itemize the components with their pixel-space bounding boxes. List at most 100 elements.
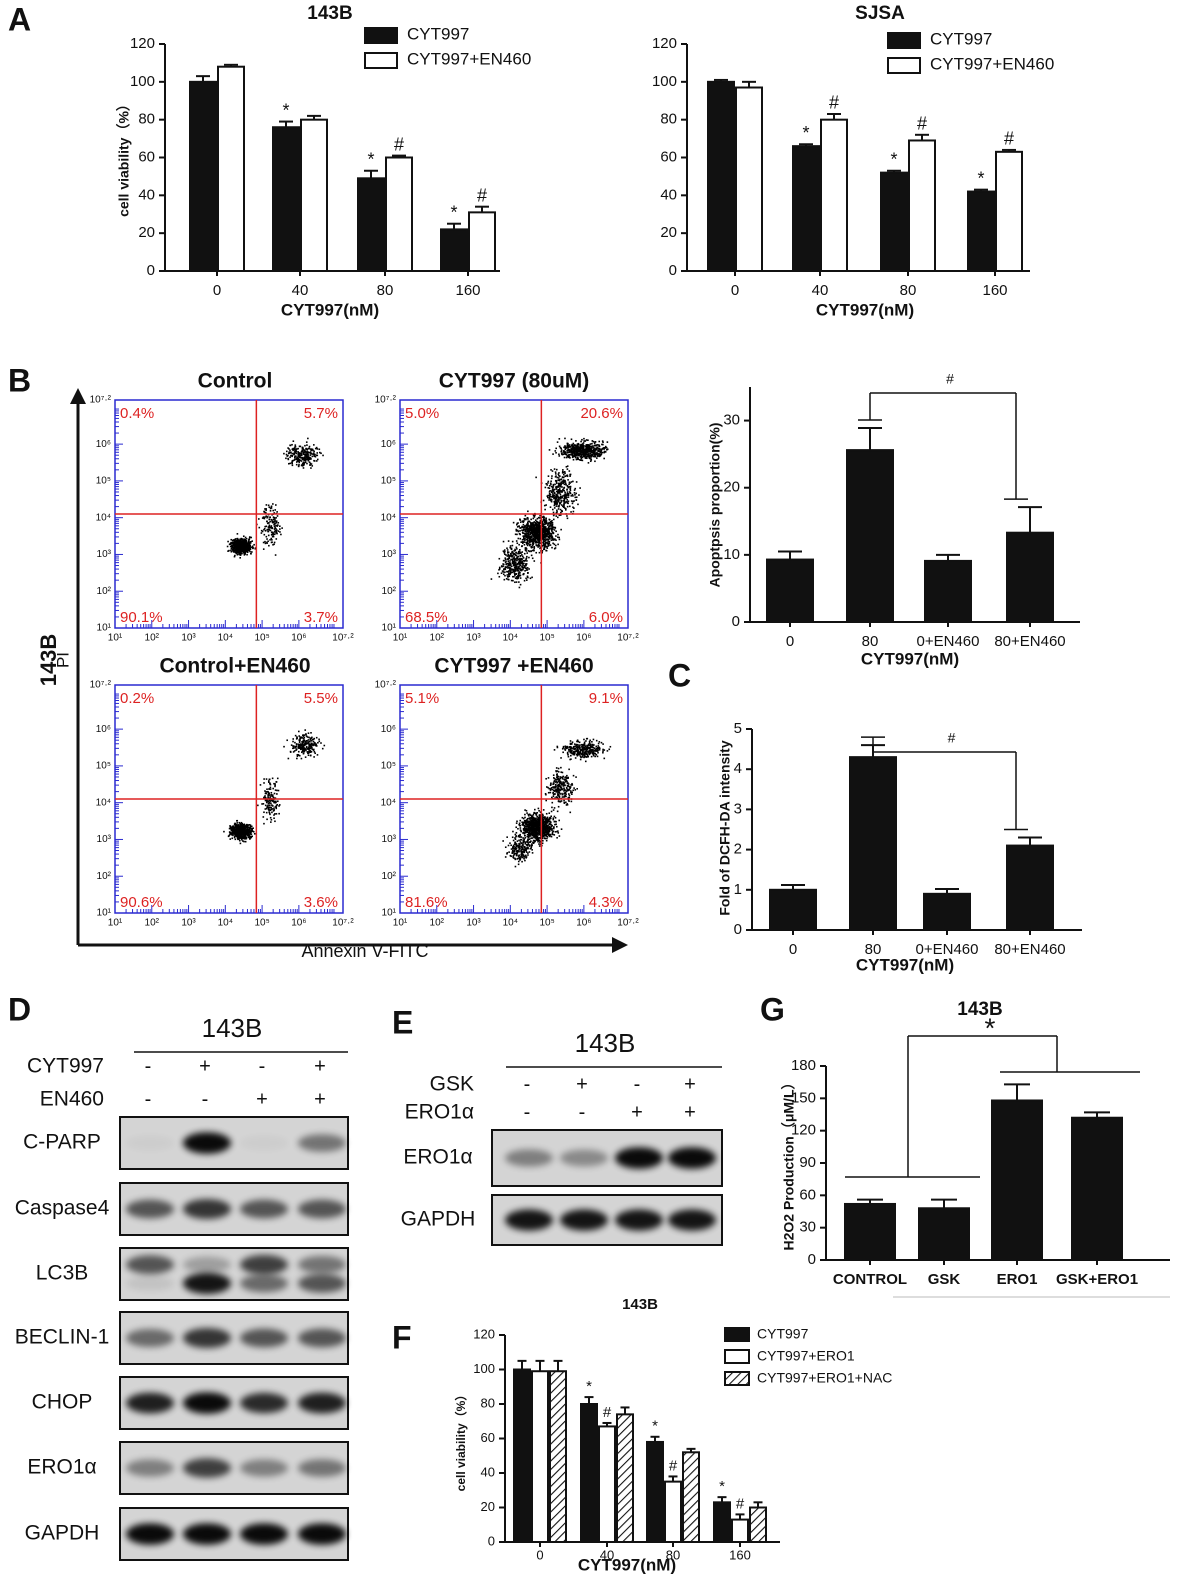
x-tick-label: 80 xyxy=(377,282,394,299)
event-dot xyxy=(569,470,571,472)
event-dot xyxy=(271,525,273,527)
event-dot xyxy=(278,790,280,792)
event-dot xyxy=(585,453,587,455)
event-dot xyxy=(545,483,547,485)
event-dot xyxy=(268,800,270,802)
event-dot xyxy=(276,793,278,795)
event-dot xyxy=(527,522,529,524)
event-dot xyxy=(298,751,300,753)
event-dot xyxy=(587,454,589,456)
event-dot xyxy=(532,527,534,529)
event-dot xyxy=(526,533,528,535)
legend-label: CYT997+EN460 xyxy=(930,54,1054,73)
event-dot xyxy=(549,535,551,537)
event-dot xyxy=(251,836,253,838)
event-dot xyxy=(594,460,596,462)
event-dot xyxy=(237,533,239,535)
event-dot xyxy=(313,749,315,751)
event-dot xyxy=(573,500,575,502)
x-tick-label: 10⁷·² xyxy=(332,633,354,644)
event-dot xyxy=(574,489,576,491)
x-tick-label: 0 xyxy=(789,941,797,958)
event-dot xyxy=(555,488,557,490)
event-dot xyxy=(248,829,250,831)
event-dot xyxy=(276,532,278,534)
event-dot xyxy=(254,833,256,835)
event-dot xyxy=(519,549,521,551)
event-dot xyxy=(569,491,571,493)
event-dot xyxy=(574,497,576,499)
y-tick-label: 120 xyxy=(130,35,155,52)
event-dot xyxy=(554,544,556,546)
event-dot xyxy=(544,505,546,507)
y-tick-label: 180 xyxy=(791,1057,816,1074)
event-dot xyxy=(588,445,590,447)
event-dot xyxy=(308,744,310,746)
event-dot xyxy=(310,744,312,746)
event-dot xyxy=(516,576,518,578)
event-dot xyxy=(545,504,547,506)
event-dot xyxy=(524,525,526,527)
event-dot xyxy=(558,473,560,475)
event-dot xyxy=(506,574,508,576)
event-dot xyxy=(242,543,244,545)
event-dot xyxy=(553,539,555,541)
event-dot xyxy=(290,451,292,453)
event-dot xyxy=(310,732,312,734)
event-dot xyxy=(527,526,529,528)
event-dot xyxy=(526,569,528,571)
bracket-label: * xyxy=(985,1012,996,1043)
event-dot xyxy=(545,550,547,552)
event-dot xyxy=(563,503,565,505)
event-dot xyxy=(588,450,590,452)
event-dot xyxy=(269,517,271,519)
event-dot xyxy=(551,501,553,503)
event-dot xyxy=(522,521,524,523)
event-dot xyxy=(288,453,290,455)
event-dot xyxy=(306,746,308,748)
event-dot xyxy=(515,567,517,569)
event-dot xyxy=(535,535,537,537)
bracket-label: # xyxy=(946,371,954,387)
event-dot xyxy=(276,511,278,513)
event-dot xyxy=(233,548,235,550)
y-tick-label: 10² xyxy=(97,871,112,882)
event-dot xyxy=(502,570,504,572)
event-dot xyxy=(266,542,268,544)
event-dot xyxy=(518,562,520,564)
event-dot xyxy=(516,581,518,583)
event-dot xyxy=(298,459,300,461)
event-dot xyxy=(603,458,605,460)
event-dot xyxy=(277,778,279,780)
event-dot xyxy=(249,838,251,840)
event-dot xyxy=(561,497,563,499)
quadrant-percent: 5.5% xyxy=(304,690,338,707)
legend-label: CYT997 xyxy=(930,29,992,48)
event-dot xyxy=(271,520,273,522)
event-dot xyxy=(234,556,236,558)
event-dot xyxy=(298,739,300,741)
event-dot xyxy=(565,447,567,449)
event-dot xyxy=(556,510,558,512)
event-dot xyxy=(598,441,600,443)
event-dot xyxy=(600,455,602,457)
event-dot xyxy=(294,451,296,453)
event-dot xyxy=(566,466,568,468)
event-dot xyxy=(544,540,546,542)
event-dot xyxy=(246,827,248,829)
panel-letter: A xyxy=(8,1,31,37)
event-dot xyxy=(522,556,524,558)
event-dot xyxy=(290,463,292,465)
bar xyxy=(599,1426,615,1542)
quadrant-percent: 3.6% xyxy=(304,894,338,911)
event-dot xyxy=(300,453,302,455)
event-dot xyxy=(564,492,566,494)
event-dot xyxy=(231,833,233,835)
event-dot xyxy=(288,463,290,465)
event-dot xyxy=(554,548,556,550)
panel-letter: B xyxy=(8,362,31,398)
event-dot xyxy=(567,443,569,445)
event-dot xyxy=(579,456,581,458)
event-dot xyxy=(577,457,579,459)
event-dot xyxy=(555,497,557,499)
